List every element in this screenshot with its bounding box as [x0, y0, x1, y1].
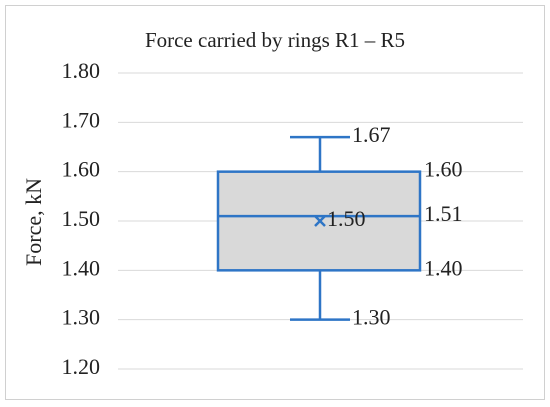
y-tick-label: 1.60 [62, 157, 101, 182]
data-label: 1.51 [424, 201, 463, 226]
y-tick-label: 1.50 [62, 206, 101, 231]
data-label: 1.50 [327, 206, 366, 231]
chart-title: Force carried by rings R1 – R5 [145, 28, 405, 52]
data-label: 1.30 [352, 305, 391, 330]
mean-marker [314, 215, 326, 227]
data-label: 1.67 [352, 122, 391, 147]
y-tick-label: 1.70 [62, 107, 101, 132]
y-axis-label: Force, kN [21, 178, 46, 266]
y-tick-label: 1.30 [62, 305, 101, 330]
data-label: 1.60 [424, 157, 463, 182]
y-tick-label: 1.80 [62, 58, 101, 83]
y-tick-label: 1.40 [62, 255, 101, 280]
y-tick-label: 1.20 [62, 354, 101, 379]
data-label: 1.40 [424, 255, 463, 280]
